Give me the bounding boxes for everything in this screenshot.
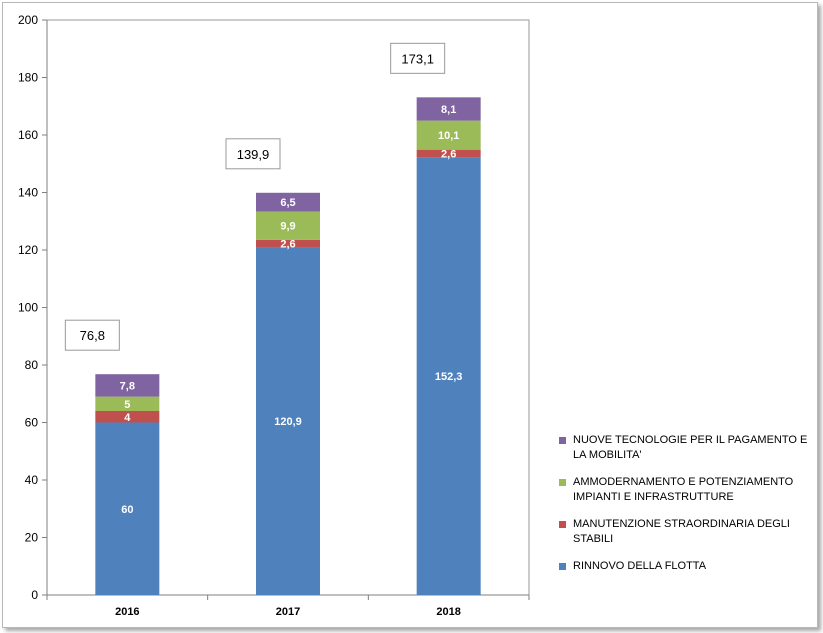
legend-label-nuove-tecnologie: NUOVE TECNOLOGIE PER IL PAGAMENTO E LA M…: [573, 434, 808, 461]
bar-2016-series-1: [95, 411, 160, 423]
y-tick-label: 100: [18, 301, 38, 315]
bar-2018-series-2: [416, 120, 481, 150]
legend-swatch-manutenzione: [559, 521, 566, 528]
bar-2017-series-3: [256, 192, 320, 212]
data-label-2018-series-1: 2,6: [441, 148, 456, 160]
y-tick-label: 120: [18, 243, 38, 257]
bar-2016-series-0: [95, 422, 160, 595]
x-tick-label-2018: 2018: [436, 606, 460, 618]
legend-item-manutenzione: MANUTENZIONE STRAORDINARIA DEGLI STABILI: [559, 517, 809, 547]
total-box-2016: [64, 319, 120, 351]
data-label-2017-series-2: 9,9: [280, 221, 295, 233]
legend-label-ammodernamento: AMMODERNAMENTO E POTENZIAMENTO IMPIANTI …: [573, 476, 794, 503]
y-tick-label: 160: [18, 128, 38, 142]
y-tick-label: 40: [25, 473, 39, 487]
x-tick-label-2017: 2017: [276, 606, 300, 618]
total-box-2018: [390, 42, 446, 74]
data-label-2016-series-0: 60: [121, 504, 133, 516]
legend-item-rinnovo-flotta: RINNOVO DELLA FLOTTA: [559, 559, 809, 574]
data-label-2018-series-3: 8,1: [441, 104, 456, 116]
stacked-bar-chart: 0 20 40 60 80 100 120 140 160 180 200 60 45 7,8 76,8 20…: [18, 13, 530, 618]
data-label-2016-series-1: 4: [124, 412, 131, 424]
legend-label-manutenzione: MANUTENZIONE STRAORDINARIA DEGLI STABILI: [573, 518, 790, 545]
bar-2018-series-0: [416, 157, 481, 595]
data-label-2017-series-0: 120,9: [274, 416, 302, 428]
y-tick-label: 0: [31, 588, 38, 602]
legend-item-ammodernamento: AMMODERNAMENTO E POTENZIAMENTO IMPIANTI …: [559, 475, 809, 505]
y-tick-label: 140: [18, 186, 38, 200]
bar-2018-series-3: [416, 97, 481, 121]
legend-swatch-nuove-tecnologie: [559, 437, 566, 444]
data-label-2016-series-2: 5: [124, 399, 130, 411]
legend-swatch-rinnovo-flotta: [559, 563, 566, 570]
y-tick-label: 200: [18, 13, 38, 27]
bar-2017-series-1: [256, 239, 320, 248]
y-tick-label: 20: [25, 531, 39, 545]
legend-swatch-ammodernamento: [559, 479, 566, 486]
total-label-2018: 173,1: [401, 51, 434, 66]
total-box-2017: [225, 138, 281, 170]
bar-2018-series-1: [416, 149, 481, 158]
y-tick-label: 60: [25, 416, 39, 430]
data-label-2018-series-0: 152,3: [435, 371, 463, 383]
bar-2016-series-3: [95, 374, 160, 397]
bar-2016-series-2: [95, 396, 160, 411]
legend: NUOVE TECNOLOGIE PER IL PAGAMENTO E LA M…: [559, 433, 809, 586]
data-label-2018-series-2: 10,1: [438, 130, 459, 142]
legend-item-nuove-tecnologie: NUOVE TECNOLOGIE PER IL PAGAMENTO E LA M…: [559, 433, 809, 463]
bar-2017-series-2: [256, 211, 320, 240]
y-tick-label: 80: [25, 358, 39, 372]
y-tick-label: 180: [18, 71, 38, 85]
data-label-2016-series-3: 7,8: [120, 380, 135, 392]
x-tick-label-2016: 2016: [115, 606, 139, 618]
bar-2017-series-0: [256, 247, 320, 595]
data-label-2017-series-1: 2,6: [280, 239, 295, 251]
total-label-2016: 76,8: [80, 328, 105, 343]
data-label-2017-series-3: 6,5: [280, 197, 295, 209]
total-label-2017: 139,9: [237, 147, 270, 162]
legend-label-rinnovo-flotta: RINNOVO DELLA FLOTTA: [573, 560, 707, 572]
